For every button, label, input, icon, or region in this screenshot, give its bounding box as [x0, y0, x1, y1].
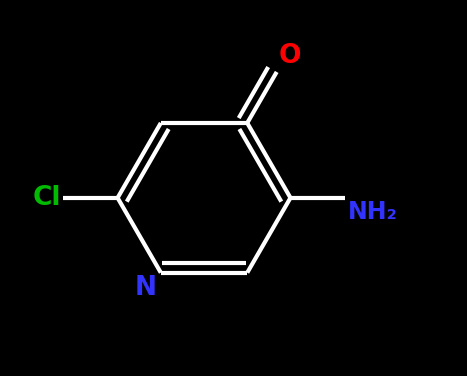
Text: O: O — [279, 43, 301, 69]
Text: Cl: Cl — [32, 185, 61, 211]
Text: NH₂: NH₂ — [347, 200, 397, 224]
Text: N: N — [135, 274, 157, 301]
